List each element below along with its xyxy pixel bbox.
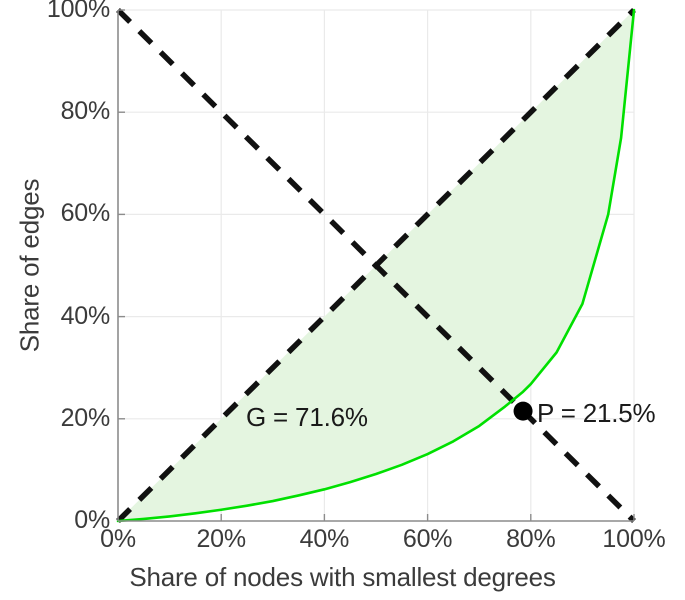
y-tick-label-80: 80% [60, 97, 111, 126]
y-axis-title: Share of edges [14, 178, 45, 353]
x-tick-label-80: 80% [506, 525, 556, 553]
y-tick-label-20: 20% [60, 403, 111, 432]
y-tick-label-0: 0% [74, 506, 110, 534]
x-tick-label-40: 40% [299, 525, 350, 553]
axis-spines [117, 10, 634, 522]
x-tick-label-100: 100% [602, 525, 666, 553]
p-point-marker [513, 401, 533, 421]
y-tick-label-40: 40% [60, 301, 111, 330]
y-axis-tick-labels: 100% 80% 60% 40% 20% 0% [0, 0, 110, 600]
x-axis-title: Share of nodes with smallest degrees [129, 562, 556, 592]
x-tick-label-20: 20% [196, 525, 246, 553]
palma-annotation: P = 21.5% [537, 398, 656, 428]
x-tick-label-0: 0% [100, 525, 136, 553]
y-tick-label-100: 100% [46, 0, 110, 23]
axis-tick-marks [118, 9, 635, 521]
x-tick-label-60: 60% [402, 525, 453, 553]
anti-diagonal-line [116, 8, 636, 523]
y-tick-label-60: 60% [60, 199, 111, 228]
lorenz-curve [116, 8, 636, 523]
gini-annotation: G = 71.6% [246, 402, 368, 432]
